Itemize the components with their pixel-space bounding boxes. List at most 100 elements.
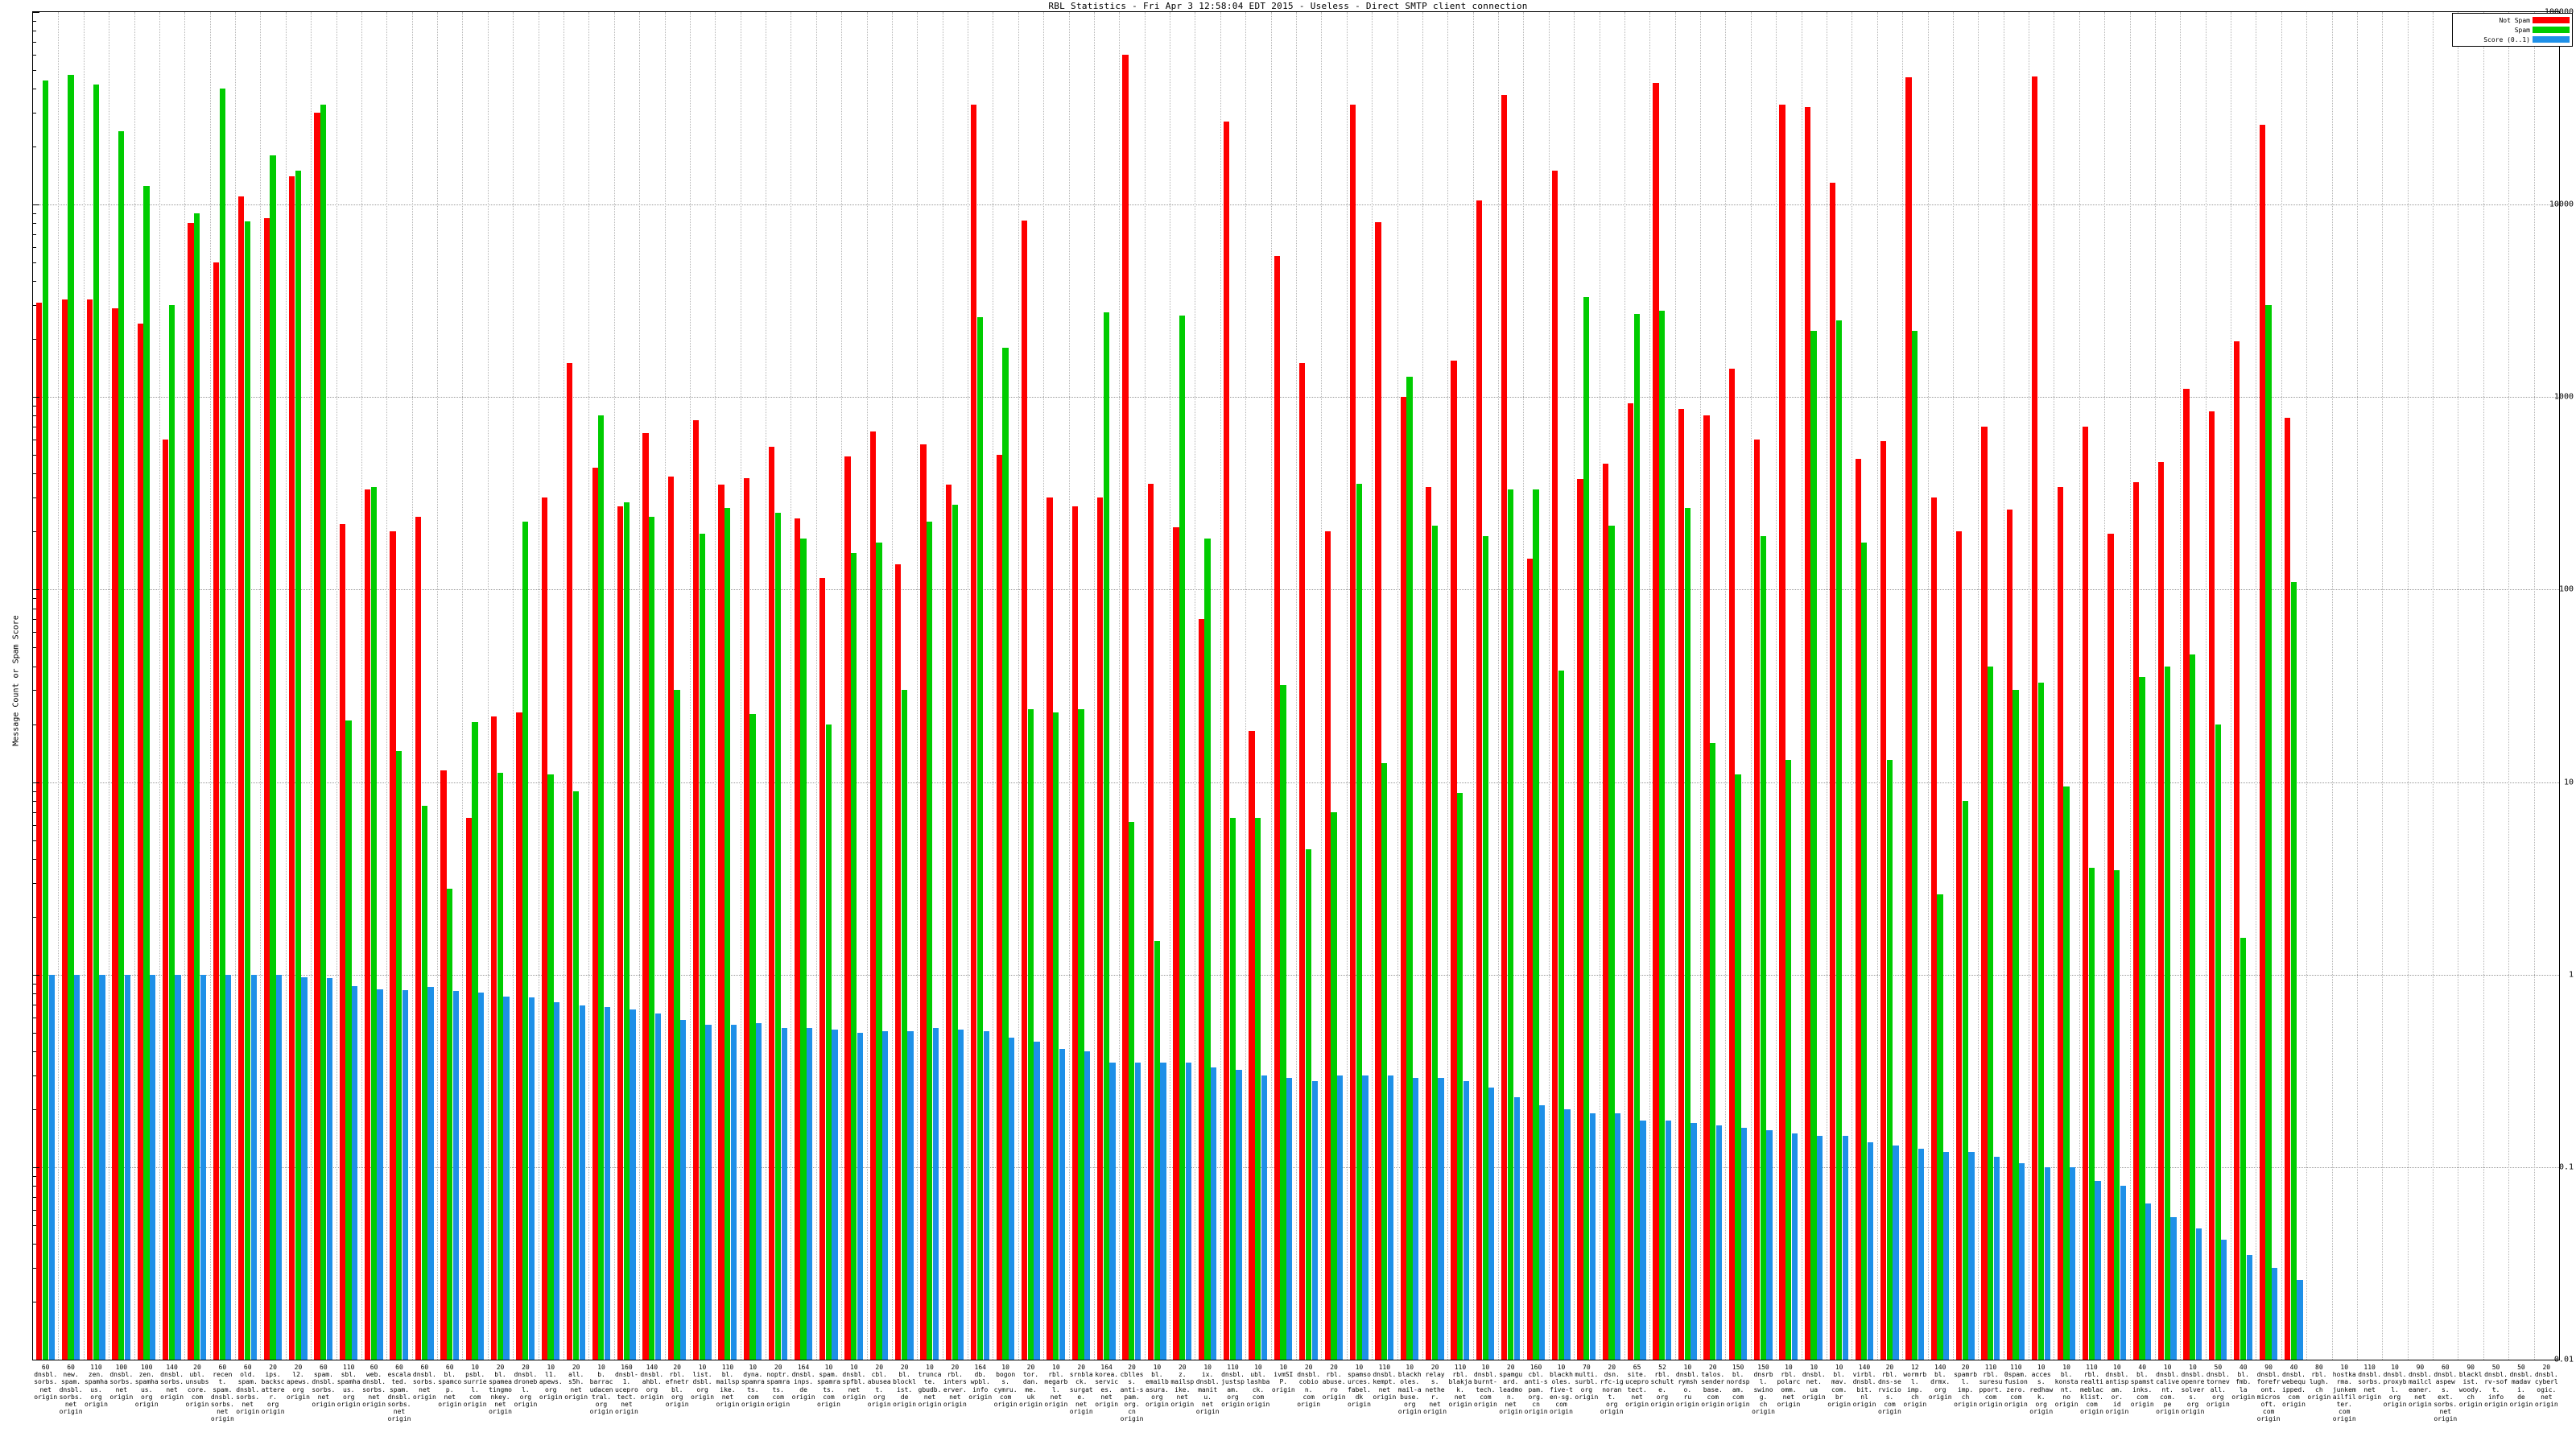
bar-score — [1185, 1062, 1191, 1360]
bar-spam — [497, 772, 503, 1360]
bar-spam — [724, 508, 731, 1360]
x-axis-tick-label: 12 wormrbl. imp. ch origin — [1903, 1364, 1927, 1409]
x-axis-tick-label: 10 spam. spamrats. com origin — [817, 1364, 840, 1409]
bar-score — [1261, 1075, 1268, 1360]
y-axis-minor-tick — [32, 113, 36, 114]
bar-spam — [901, 690, 908, 1360]
bar-score — [175, 974, 181, 1360]
bar-not-spam — [1249, 730, 1255, 1360]
bar-not-spam — [390, 531, 396, 1360]
bar-not-spam — [2132, 482, 2139, 1360]
x-axis-tick-label: 40 bl. fmb. la origin — [2231, 1364, 2256, 1401]
y-axis-tick — [32, 204, 39, 206]
bar-score — [2019, 1162, 2025, 1360]
x-axis-tick-label: 20 all. s5h. net origin — [564, 1364, 588, 1401]
grid-line-v — [336, 12, 337, 1360]
y-axis-minor-tick — [32, 42, 36, 43]
grid-line-v — [1498, 12, 1500, 1360]
x-axis-tick-label: 10 hostkarma. junkemailfilter. com origin — [2332, 1364, 2356, 1423]
bar-not-spam — [1804, 107, 1811, 1360]
x-axis-tick-label: 10 ix. dnsbl. manitu. net origin — [1195, 1364, 1220, 1416]
bar-not-spam — [2082, 427, 2089, 1360]
x-axis-tick-label: 20 noptr. spamrats. com origin — [766, 1364, 791, 1409]
grid-line-v — [866, 12, 868, 1360]
x-axis-tick-label: 20 ubl. unsubscore. com origin — [185, 1364, 209, 1409]
x-axis-tick-label: 60 recent. spam. dnsbl. sorbs. net origin — [210, 1364, 234, 1423]
y-axis-minor-tick — [32, 619, 36, 621]
bar-not-spam — [718, 485, 724, 1360]
y-axis-minor-tick — [32, 840, 36, 841]
grid-line-v — [2382, 12, 2384, 1360]
bar-score — [48, 974, 55, 1360]
y-axis-minor-tick — [32, 1244, 36, 1245]
bar-spam — [1886, 760, 1893, 1360]
legend-label-spam: Spam — [2514, 26, 2530, 34]
bar-not-spam — [1855, 458, 1861, 1360]
x-axis-tick-label: 110 rbl. suresupport. com origin — [1979, 1364, 2003, 1409]
bar-spam — [1457, 792, 1463, 1360]
bar-spam — [572, 791, 580, 1360]
x-axis-tick-label: 20 rbl. interserver. net origin — [943, 1364, 967, 1409]
bar-score — [1336, 1075, 1344, 1360]
bar-spam — [749, 714, 756, 1360]
y-axis-minor-tick — [32, 1209, 36, 1211]
bar-not-spam — [1779, 105, 1785, 1360]
grid-line-v — [1700, 12, 1702, 1360]
bar-spam — [421, 806, 427, 1360]
y-axis-tick — [32, 1166, 39, 1168]
bar-score — [781, 1027, 787, 1360]
grid-line-v — [1574, 12, 1575, 1360]
grid-line-v — [1472, 12, 1474, 1360]
bar-spam — [927, 522, 933, 1360]
bar-spam — [244, 221, 251, 1360]
bar-score — [1084, 1051, 1091, 1360]
bar-not-spam — [769, 447, 775, 1360]
bar-spam — [2265, 305, 2272, 1360]
x-axis-tick-label: 65 site. uceprotect. net origin — [1625, 1364, 1649, 1409]
x-axis-tick-label: 20 dnsbl. cobion. com origin — [1297, 1364, 1321, 1409]
bar-score — [1766, 1130, 1773, 1360]
bar-not-spam — [137, 324, 143, 1360]
bar-not-spam — [1526, 558, 1533, 1360]
bar-not-spam — [743, 477, 750, 1360]
bar-not-spam — [36, 302, 43, 1360]
bar-score — [150, 974, 156, 1360]
grid-line-v — [2483, 12, 2484, 1360]
y-axis-tick — [32, 782, 39, 783]
x-axis-tick-label: 110 rbl. blakjak. net origin — [1448, 1364, 1472, 1409]
x-axis-tick-label: 10 bl. konstant. no origin — [2054, 1364, 2079, 1409]
x-axis-tick-label: 10 l1. apews. org origin — [539, 1364, 563, 1401]
grid-line-v — [1523, 12, 1525, 1360]
bar-score — [705, 1024, 712, 1360]
x-axis-tick-label: 10 spamsources. fabel. dk origin — [1347, 1364, 1371, 1409]
grid-line-v — [159, 12, 160, 1360]
grid-line-v — [260, 12, 262, 1360]
x-axis-tick-label: 50 dnsbl. madavi. de origin — [2509, 1364, 2533, 1409]
grid-line-v — [1372, 12, 1373, 1360]
y-axis-minor-tick — [32, 598, 36, 600]
bar-spam — [851, 552, 857, 1360]
bar-score — [352, 986, 358, 1360]
grid-line-v — [134, 12, 135, 1360]
bar-not-spam — [1224, 122, 1230, 1360]
y-axis-minor-tick — [32, 993, 36, 994]
plot-area — [32, 11, 2560, 1360]
bar-score — [73, 974, 80, 1360]
bar-not-spam — [1905, 76, 1912, 1360]
y-axis-minor-tick — [32, 983, 36, 985]
grid-line-v — [588, 12, 590, 1360]
bar-not-spam — [667, 477, 674, 1360]
bar-score — [554, 1001, 560, 1360]
bar-spam — [2190, 654, 2196, 1360]
grid-line-v — [2205, 12, 2207, 1360]
bar-score — [958, 1029, 964, 1360]
x-axis-tick-label: 20 z. mailspike. net origin — [1170, 1364, 1195, 1409]
bar-score — [1160, 1062, 1166, 1360]
y-axis-minor-tick — [32, 281, 36, 283]
y-axis-tick-label: 0.01 — [2553, 1355, 2574, 1364]
x-axis-tick-label: 100 zen. spamhaus. org origin — [134, 1364, 159, 1409]
x-axis-tick-label: 20 rbl. dns-servicios. com origin — [1877, 1364, 1901, 1416]
bar-spam — [2290, 581, 2297, 1360]
x-axis-tick-label: 160 dnsbl-1. uceprotect. net origin — [614, 1364, 638, 1416]
x-axis-tick-label: 20 spamguard. leadmon. net origin — [1499, 1364, 1523, 1416]
